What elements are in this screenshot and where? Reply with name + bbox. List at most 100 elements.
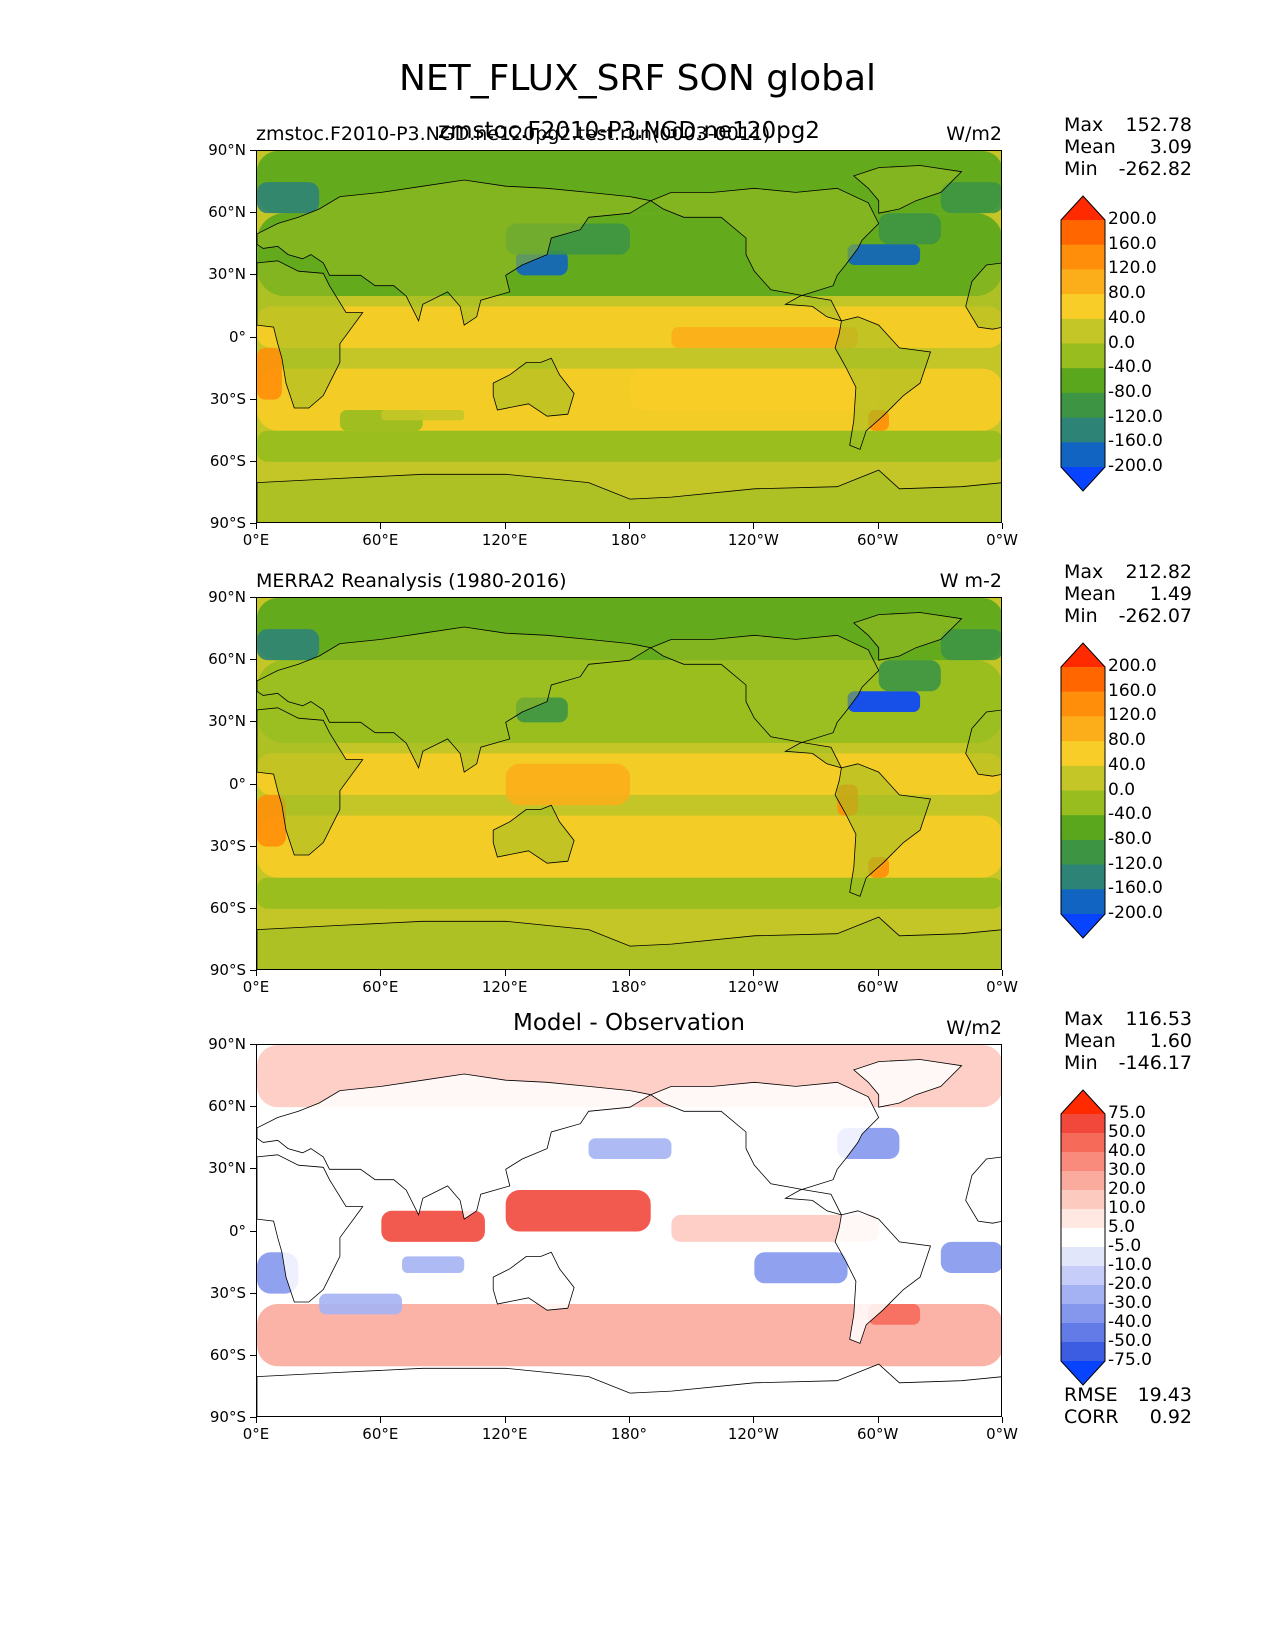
- panel-1-ytick-mark: [250, 460, 256, 462]
- colorbar-extend-top: [1061, 643, 1105, 667]
- panel-2-ytick-label: 90°S: [209, 961, 246, 979]
- panel-1-xtick-mark: [380, 523, 382, 529]
- panel-3-xtick-label: 180°: [610, 1425, 648, 1443]
- panel-2-colorbar: [1060, 642, 1106, 943]
- stat-row: Max 116.53: [1064, 1008, 1192, 1030]
- coastline-n_america: [649, 634, 880, 769]
- panel-1-xtick-label: 120°W: [727, 531, 779, 549]
- colorbar-segment: [1061, 889, 1105, 915]
- colorbar-segment: [1061, 318, 1105, 344]
- field-region: [257, 815, 1001, 878]
- stat-label: Min: [1064, 1052, 1098, 1074]
- colorbar-segment: [1061, 741, 1105, 767]
- panel-1-ytick-label: 90°S: [209, 514, 246, 532]
- field-region: [505, 1190, 651, 1232]
- coastline-africa_w: [965, 262, 1001, 330]
- stat-label: Max: [1064, 561, 1104, 583]
- panel-3-colorbar-label: 75.0: [1108, 1103, 1146, 1123]
- colorbar-segment: [1061, 1247, 1105, 1267]
- colorbar-segment: [1061, 220, 1105, 246]
- panel-3-colorbar-label: 20.0: [1108, 1179, 1146, 1199]
- panel-2-xtick-label: 0°E: [242, 978, 270, 996]
- panel-3-colorbar-label: -10.0: [1108, 1255, 1152, 1275]
- field-region: [878, 660, 941, 692]
- panel-3-xtick-label: 0°E: [242, 1425, 270, 1443]
- coastline-eurasia: [257, 179, 652, 326]
- colorbar-segment: [1061, 392, 1105, 419]
- coastline-australia: [492, 1251, 575, 1311]
- panel-2-xtick-mark: [1002, 970, 1003, 976]
- stat-value: -146.17: [1118, 1052, 1192, 1074]
- panel-3-xtick-label: 0°W: [986, 1425, 1018, 1443]
- colorbar-extend-bottom: [1061, 914, 1105, 938]
- panel-3-xtick-mark: [753, 1417, 755, 1423]
- panel-1-xtick-label: 60°E: [362, 531, 399, 549]
- panel-2-colorbar-label: -40.0: [1108, 804, 1152, 825]
- field-region: [878, 213, 941, 245]
- field-region: [381, 410, 465, 421]
- panel-2-xtick-mark: [877, 970, 879, 976]
- colorbar-segment: [1061, 1133, 1105, 1153]
- panel-3-colorbar: [1060, 1089, 1106, 1390]
- field-region: [505, 763, 630, 806]
- panel-1-ytick-label: 30°N: [208, 265, 246, 284]
- stat-row: Mean 1.60: [1064, 1030, 1192, 1052]
- panel-1-ytick-mark: [250, 523, 256, 524]
- panel-1-xtick-label: 120°E: [481, 531, 528, 549]
- stat-value: 1.60: [1149, 1030, 1192, 1052]
- field-region: [257, 430, 1001, 462]
- field-region: [588, 1138, 672, 1159]
- panel-3-colorbar-label: -20.0: [1108, 1274, 1152, 1294]
- stat-row: Min -262.82: [1064, 158, 1192, 180]
- coastline-antarctica: [257, 1363, 1001, 1416]
- field-region: [940, 182, 1001, 214]
- field-region: [847, 691, 921, 712]
- panel-2-ytick-label: 30°N: [208, 712, 246, 731]
- panel-3-colorbar-label: -50.0: [1108, 1331, 1152, 1351]
- panel-1-map: [256, 150, 1002, 523]
- panel-1-xtick-mark: [504, 523, 506, 529]
- stat-row: Max 212.82: [1064, 561, 1192, 583]
- panel-1-units: W/m2: [946, 123, 1002, 145]
- panel-3-colorbar-label: -30.0: [1108, 1293, 1152, 1313]
- panel-1-ytick-label: 30°S: [209, 389, 246, 408]
- panel-3-ytick-label: 60°N: [208, 1097, 246, 1116]
- panel-3-ytick-label: 90°S: [209, 1408, 246, 1426]
- panel-3-colorbar-svg: [1060, 1089, 1106, 1386]
- panel-3-colorbar-label: 5.0: [1108, 1217, 1136, 1237]
- panel-2-colorbar-label: 120.0: [1108, 705, 1157, 726]
- field-region: [754, 1252, 848, 1284]
- panel-2-left-title: MERRA2 Reanalysis (1980-2016): [256, 570, 567, 592]
- coastline-africa: [257, 1154, 364, 1303]
- panel-2-xtick-label: 60°W: [856, 978, 899, 996]
- stat-value: 19.43: [1137, 1384, 1192, 1406]
- colorbar-segment: [1061, 1304, 1105, 1324]
- colorbar-outline: [1060, 195, 1106, 492]
- panel-3-xtick-label: 120°E: [481, 1425, 528, 1443]
- panel-2-ytick-mark: [250, 907, 256, 909]
- colorbar-segment: [1061, 691, 1105, 717]
- panel-1-colorbar-label: 40.0: [1108, 307, 1146, 328]
- panel-1-ytick-label: 60°N: [208, 203, 246, 222]
- panel-2-colorbar-label: -120.0: [1108, 853, 1163, 874]
- panel-3-ytick-mark: [250, 1292, 256, 1294]
- stat-label: RMSE: [1064, 1384, 1118, 1406]
- panel-3-xtick-label: 60°W: [856, 1425, 899, 1443]
- stat-value: 212.82: [1125, 561, 1192, 583]
- panel-1-xtick-mark: [877, 523, 879, 529]
- panel-3-xtick-label: 120°W: [727, 1425, 779, 1443]
- colorbar-segment: [1061, 1285, 1105, 1305]
- panel-2-xtick-label: 60°E: [362, 978, 399, 996]
- panel-1-colorbar-label: 160.0: [1108, 233, 1157, 254]
- field-region: [671, 1214, 879, 1242]
- panel-3-stats: Max 116.53 Mean 1.60 Min -146.17: [1064, 1008, 1192, 1074]
- stat-value: -262.82: [1118, 158, 1192, 180]
- panel-2-xtick-mark: [504, 970, 506, 976]
- stat-row: Mean 1.49: [1064, 583, 1192, 605]
- coastline-antarctica: [257, 916, 1001, 969]
- panel-2-ytick-mark: [250, 845, 256, 847]
- stat-label: Mean: [1064, 583, 1116, 605]
- field-region: [630, 368, 879, 411]
- panel-2-ytick-mark: [250, 783, 256, 785]
- panel-2-ytick-mark: [250, 721, 256, 723]
